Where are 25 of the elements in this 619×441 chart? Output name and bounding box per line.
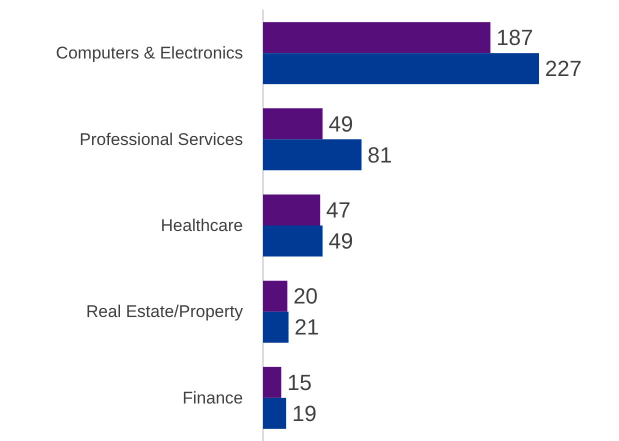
bar <box>263 226 323 256</box>
bar <box>263 108 323 140</box>
data-label: 81 <box>367 142 392 168</box>
bar <box>263 280 288 312</box>
data-label: 49 <box>328 228 354 254</box>
bar <box>263 194 320 226</box>
data-label: 227 <box>545 56 582 82</box>
y-tick-label: Professional Services <box>80 130 243 149</box>
y-tick-label: Real Estate/Property <box>86 302 244 322</box>
data-label: 187 <box>496 25 534 50</box>
y-tick-label: Healthcare <box>160 216 243 235</box>
data-label: 21 <box>294 314 320 340</box>
bar <box>263 139 362 170</box>
y-tick-label: Computers & Electronics <box>56 44 243 63</box>
bar <box>263 398 286 429</box>
data-label: 19 <box>292 400 317 426</box>
bar <box>263 312 289 343</box>
bar <box>263 366 282 398</box>
data-label: 15 <box>287 370 312 395</box>
data-label: 20 <box>293 284 318 309</box>
data-label: 49 <box>328 111 354 136</box>
y-tick-label: Finance <box>182 388 243 408</box>
data-label: 47 <box>326 198 351 222</box>
bar <box>263 22 490 54</box>
bar <box>263 53 540 84</box>
